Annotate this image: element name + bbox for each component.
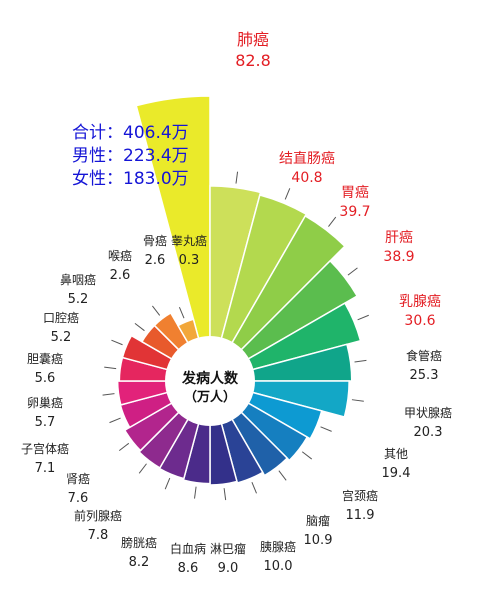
center-hub: 发病人数 （万人） — [165, 336, 255, 426]
leader-line-13 — [223, 488, 227, 501]
totals-block: 合计：406.4万 男性：223.4万 女性：183.0万 — [72, 122, 189, 191]
value-label-17: 7.1 — [35, 461, 56, 476]
leader-line-7 — [354, 359, 367, 363]
total-value: 406.4万 — [123, 123, 189, 143]
category-label-18: 卵巢癌 — [27, 395, 63, 410]
value-label-11: 10.0 — [264, 559, 293, 574]
value-label-1: 82.8 — [235, 51, 271, 70]
category-label-17: 子宫体癌 — [21, 441, 69, 456]
center-label-line2: （万人） — [184, 389, 236, 405]
total-label: 合计： — [72, 123, 123, 143]
value-label-7: 20.3 — [414, 425, 443, 440]
category-label-13: 白血病 — [170, 541, 206, 556]
category-label-14: 膀胱癌 — [121, 535, 157, 550]
category-label-19: 胆囊癌 — [27, 351, 63, 366]
value-label-4: 38.9 — [383, 249, 414, 265]
value-label-23: 2.6 — [145, 253, 166, 268]
leader-line-22 — [134, 323, 145, 332]
leader-line-3 — [284, 188, 291, 200]
category-label-24: 睾丸癌 — [171, 233, 207, 248]
leader-line-10 — [301, 451, 313, 460]
category-label-11: 胰腺癌 — [260, 539, 296, 554]
total-row: 合计：406.4万 — [72, 122, 189, 145]
value-label-22: 2.6 — [110, 268, 131, 283]
category-label-2: 结直肠癌 — [279, 150, 335, 167]
category-label-22: 喉癌 — [108, 248, 132, 263]
leader-line-20 — [104, 366, 117, 370]
category-label-21: 鼻咽癌 — [60, 272, 96, 287]
chart-labels: 肺癌 82.8 结直肠癌 40.8 胃癌 39.7 肝癌 38.9 乳腺癌 30.6 食管癌 25.3… — [21, 30, 452, 576]
value-label-18: 5.7 — [35, 415, 56, 430]
value-label-3: 39.7 — [339, 204, 370, 220]
leader-line-15 — [164, 477, 171, 490]
category-label-9: 宫颈癌 — [342, 488, 378, 503]
value-label-13: 8.6 — [178, 561, 199, 576]
male-value: 223.4万 — [123, 146, 189, 166]
category-label-1: 肺癌 — [237, 30, 269, 49]
category-label-10: 脑瘤 — [306, 513, 330, 528]
value-label-6: 25.3 — [410, 368, 439, 383]
value-label-16: 7.6 — [68, 491, 89, 506]
leader-line-12 — [251, 481, 257, 494]
value-label-20: 5.2 — [51, 330, 72, 345]
leader-line-18 — [109, 417, 121, 424]
leader-line-23 — [152, 305, 161, 316]
leader-line-14 — [194, 486, 197, 499]
value-label-9: 11.9 — [346, 508, 375, 523]
female-value: 183.0万 — [123, 169, 189, 189]
value-label-24: 0.3 — [179, 253, 200, 268]
category-label-12: 淋巴瘤 — [210, 541, 246, 556]
value-label-8: 19.4 — [382, 466, 411, 481]
value-label-5: 30.6 — [404, 313, 435, 329]
category-label-15: 前列腺癌 — [74, 508, 122, 523]
leader-line-24 — [178, 306, 185, 319]
female-row: 女性：183.0万 — [72, 168, 189, 191]
leader-lines — [102, 171, 369, 501]
value-label-15: 7.8 — [88, 528, 109, 543]
category-label-8: 其他 — [384, 447, 408, 461]
category-label-6: 食管癌 — [406, 348, 442, 363]
center-label-line1: 发病人数 — [181, 370, 239, 387]
male-row: 男性：223.4万 — [72, 145, 189, 168]
leader-line-4 — [328, 216, 337, 227]
value-label-21: 5.2 — [68, 292, 89, 307]
male-label: 男性： — [72, 146, 123, 166]
leader-line-19 — [102, 393, 115, 396]
category-label-7: 甲状腺癌 — [404, 405, 452, 420]
leader-line-6 — [357, 314, 369, 321]
leader-line-11 — [278, 470, 287, 481]
leader-line-16 — [138, 463, 147, 474]
value-label-12: 9.0 — [218, 561, 239, 576]
leader-line-9 — [320, 426, 332, 432]
category-label-16: 肾癌 — [66, 471, 90, 486]
leader-line-17 — [118, 442, 130, 452]
category-label-3: 胃癌 — [341, 185, 369, 201]
category-label-4: 肝癌 — [385, 230, 413, 246]
value-label-19: 5.6 — [35, 371, 56, 386]
leader-line-2 — [235, 171, 239, 184]
category-label-5: 乳腺癌 — [399, 294, 441, 310]
female-label: 女性： — [72, 169, 123, 189]
category-label-23: 骨癌 — [143, 233, 167, 248]
center-circle — [165, 336, 255, 426]
leader-line-5 — [347, 267, 358, 276]
leader-line-21 — [111, 339, 123, 346]
category-label-20: 口腔癌 — [43, 310, 79, 325]
value-label-14: 8.2 — [129, 555, 150, 570]
value-label-2: 40.8 — [291, 170, 322, 186]
leader-line-8 — [351, 399, 364, 402]
value-label-10: 10.9 — [304, 533, 333, 548]
